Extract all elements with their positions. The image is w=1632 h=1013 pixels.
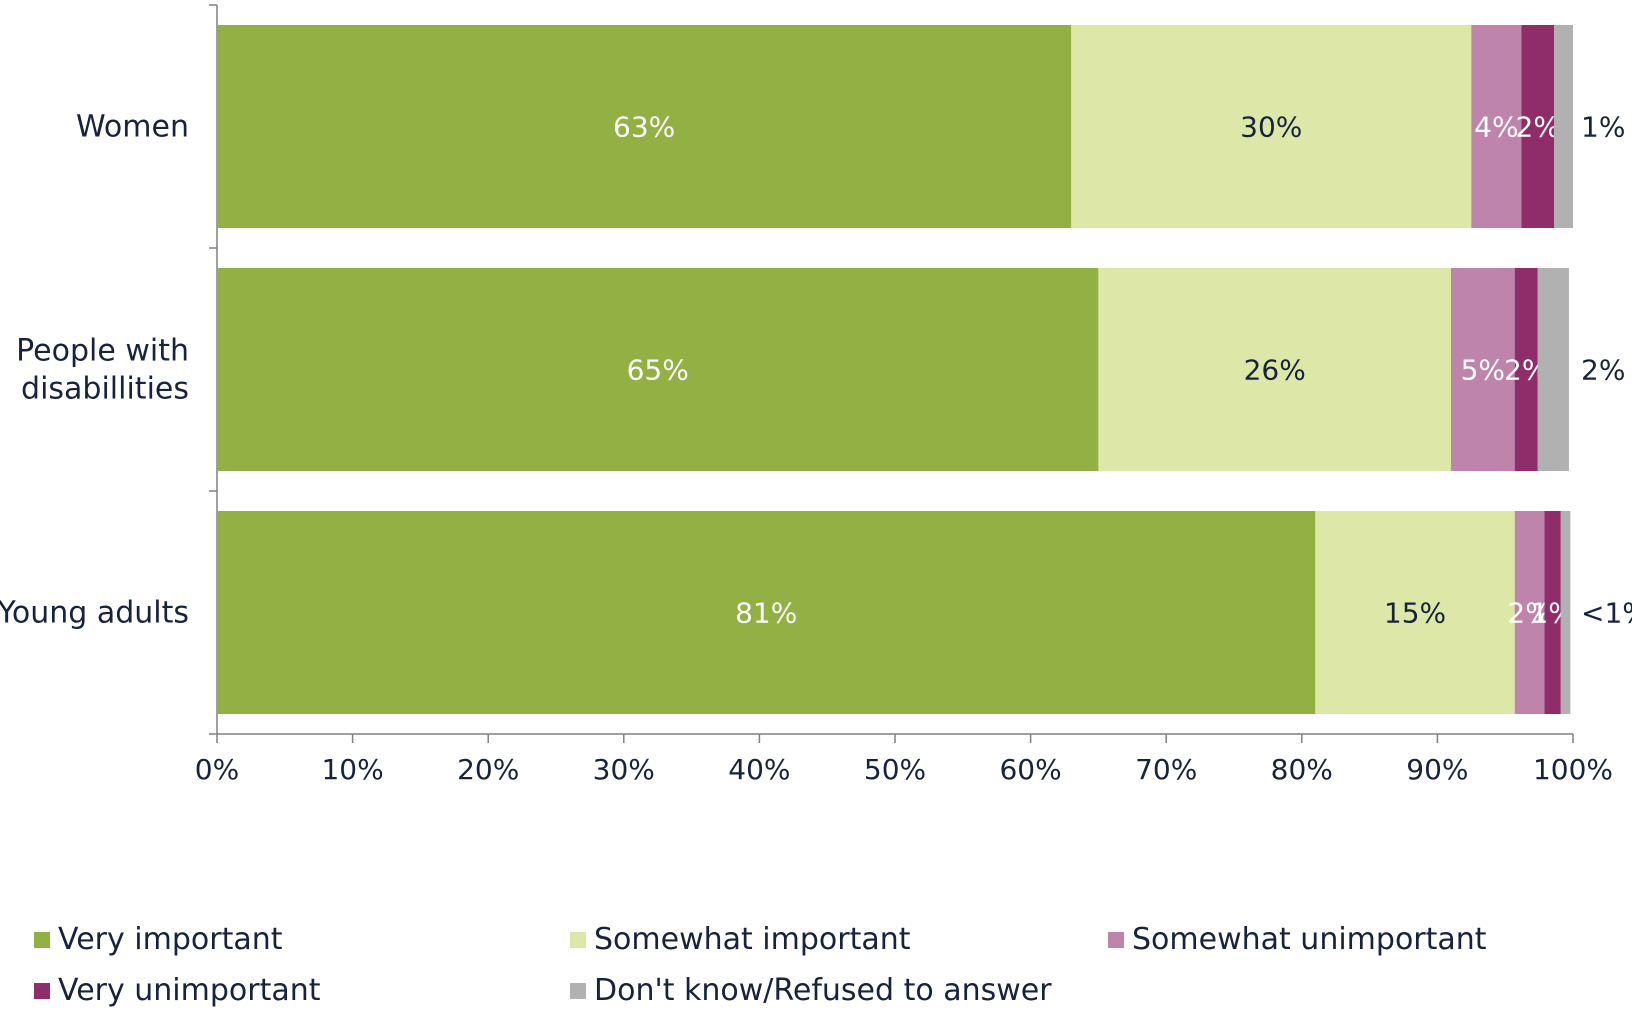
data-label: 5%	[1461, 354, 1505, 387]
bar-segment-don-t-know-refused-to-answer	[1554, 25, 1573, 228]
bar-segment-very-unimportant	[1544, 511, 1561, 714]
bar-segment-somewhat-important	[1098, 268, 1451, 471]
bar-segment-very-important	[217, 25, 1072, 228]
data-label: 4%	[1474, 111, 1518, 144]
x-tick-label: 100%	[1533, 753, 1613, 786]
bar-segment-somewhat-unimportant	[1514, 511, 1545, 714]
data-label: <1%	[1581, 597, 1632, 630]
x-tick-label: 0%	[195, 753, 239, 786]
bar-segment-somewhat-important	[1315, 511, 1515, 714]
x-tick-label: 90%	[1406, 753, 1468, 786]
data-label: 2%	[1516, 111, 1560, 144]
bar-segment-very-unimportant	[1514, 268, 1538, 471]
data-label: 15%	[1384, 597, 1446, 630]
x-tick-label: 10%	[321, 753, 383, 786]
x-tick-label: 20%	[457, 753, 519, 786]
data-label: 30%	[1240, 111, 1302, 144]
bar-segment-somewhat-important	[1071, 25, 1472, 228]
bar-segment-very-important	[217, 268, 1099, 471]
data-label: 26%	[1244, 354, 1306, 387]
bar-segment-somewhat-unimportant	[1471, 25, 1522, 228]
category-label: Young adults	[0, 596, 189, 631]
data-label: 63%	[613, 111, 675, 144]
bar-segment-don-t-know-refused-to-answer	[1537, 268, 1569, 471]
x-tick-label: 40%	[728, 753, 790, 786]
x-tick-label: 60%	[999, 753, 1061, 786]
data-label: 2%	[1507, 597, 1551, 630]
bar-segment-somewhat-unimportant	[1450, 268, 1515, 471]
data-label: 2%	[1581, 354, 1625, 387]
data-label: 81%	[735, 597, 797, 630]
data-label: 65%	[627, 354, 689, 387]
bar-segment-don-t-know-refused-to-answer	[1560, 511, 1571, 714]
x-tick-label: 70%	[1135, 753, 1197, 786]
category-label: Women	[76, 110, 189, 145]
category-label: People with	[16, 334, 189, 369]
x-tick-label: 80%	[1271, 753, 1333, 786]
x-tick-label: 50%	[864, 753, 926, 786]
category-label: disabillities	[21, 372, 189, 407]
data-label: 1%	[1581, 111, 1625, 144]
bar-segment-very-unimportant	[1521, 25, 1555, 228]
bar-segment-very-important	[217, 511, 1316, 714]
x-tick-label: 30%	[593, 753, 655, 786]
